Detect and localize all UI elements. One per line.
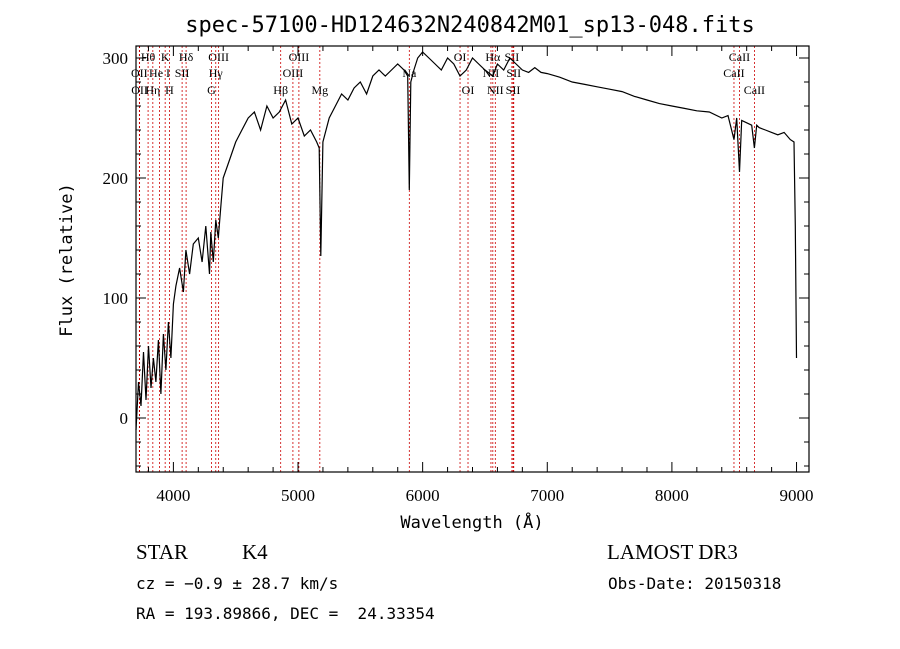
y-tick-label: 300 xyxy=(103,49,129,68)
x-tick-label: 9000 xyxy=(780,486,814,505)
line-marker-label: CaII xyxy=(723,66,744,80)
x-tick-label: 6000 xyxy=(406,486,440,505)
spectrum-line xyxy=(135,51,798,431)
line-marker-label: SII xyxy=(175,66,190,80)
line-marker-label: Hθ xyxy=(141,50,156,64)
chart-title: spec-57100-HD124632N240842M01_sp13-048.f… xyxy=(185,13,755,38)
line-marker-label: NII xyxy=(487,83,504,97)
line-marker-label: H xyxy=(165,83,174,97)
line-marker-label: Hα xyxy=(485,50,501,64)
line-marker-label: SII xyxy=(505,50,520,64)
line-marker-label: OIII xyxy=(283,66,304,80)
line-marker-label: Hγ xyxy=(209,66,224,80)
line-marker-label: OIII xyxy=(208,50,229,64)
line-marker-label: K xyxy=(161,50,170,64)
line-marker-label: CaII xyxy=(729,50,750,64)
line-marker-label: SII xyxy=(506,83,521,97)
line-marker-label: Mg xyxy=(311,83,328,97)
y-tick-label: 100 xyxy=(103,289,129,308)
survey-name: LAMOST DR3 xyxy=(607,540,738,564)
line-marker-label: Na xyxy=(402,66,417,80)
line-marker-label: G xyxy=(207,83,216,97)
plot-frame xyxy=(135,45,810,473)
line-marker-label: OIII xyxy=(289,50,310,64)
line-marker-label: Hη xyxy=(145,83,160,97)
x-axis-label: Wavelength (Å) xyxy=(400,511,543,533)
line-marker-label: OI xyxy=(462,83,475,97)
line-marker-label: SII xyxy=(506,66,521,80)
line-marker-label: OII xyxy=(131,66,148,80)
line-marker-label: OI xyxy=(454,50,467,64)
y-tick-label: 0 xyxy=(120,409,129,428)
line-marker-label: Hβ xyxy=(273,83,288,97)
line-marker-label: Hδ xyxy=(179,50,194,64)
x-tick-label: 7000 xyxy=(530,486,564,505)
line-marker-label: NII xyxy=(483,66,500,80)
line-marker-label: CaII xyxy=(744,83,765,97)
redshift-velocity: cz = −0.9 ± 28.7 km/s xyxy=(136,574,339,593)
x-tick-label: 4000 xyxy=(156,486,190,505)
y-axis-label: Flux (relative) xyxy=(57,183,77,337)
object-subclass: K4 xyxy=(242,540,268,564)
observation-date: Obs-Date: 20150318 xyxy=(608,574,782,593)
line-marker-label: He I xyxy=(149,66,170,80)
x-tick-label: 5000 xyxy=(281,486,315,505)
x-tick-label: 8000 xyxy=(655,486,689,505)
spectrum-chart: spec-57100-HD124632N240842M01_sp13-048.f… xyxy=(57,13,814,533)
y-tick-label: 200 xyxy=(103,169,129,188)
x-axis: 4000 5000 6000 7000 8000 9000 xyxy=(147,46,814,505)
coordinates: RA = 193.89866, DEC = 24.33354 xyxy=(136,604,435,623)
object-class: STAR xyxy=(136,540,188,564)
y-axis: 0 100 200 300 xyxy=(103,49,809,467)
